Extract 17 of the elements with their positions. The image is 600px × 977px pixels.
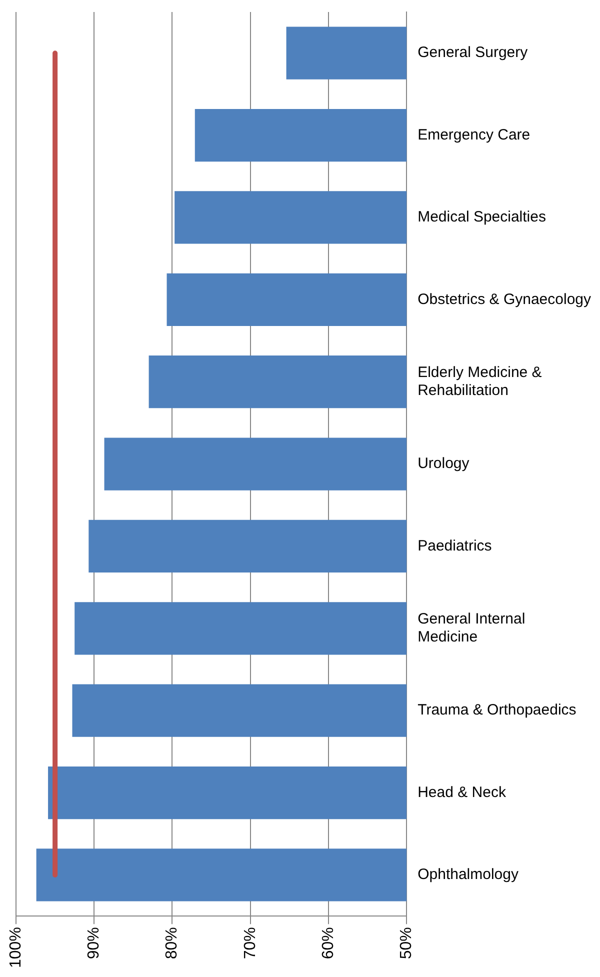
y-tick-label: Obstetrics & Gynaecology — [418, 290, 592, 308]
y-tick-label: Urology — [418, 455, 470, 472]
x-tick-label: 100% — [7, 927, 24, 968]
x-tick-label: 60% — [320, 927, 337, 960]
y-tick-label: Trauma & Orthopaedics — [418, 702, 576, 719]
y-tick-label: Ophthalmology — [418, 866, 519, 884]
x-tick-label: 70% — [242, 927, 259, 960]
y-tick-label: Paediatrics — [418, 537, 492, 554]
y-tick-label: Medical Specialties — [418, 208, 546, 226]
x-tick-label: 80% — [164, 927, 181, 960]
y-tick-label: General Internal Medicine — [418, 610, 526, 646]
y-tick-label: General Surgery — [418, 44, 528, 62]
y-tick-label: Emergency Care — [418, 126, 530, 144]
y-tick-label: Head & Neck — [418, 784, 506, 801]
y-tick-label: Elderly Medicine & Rehabilitation — [418, 364, 542, 399]
x-tick-label: 50% — [398, 927, 415, 960]
x-tick-label: 90% — [86, 927, 103, 960]
